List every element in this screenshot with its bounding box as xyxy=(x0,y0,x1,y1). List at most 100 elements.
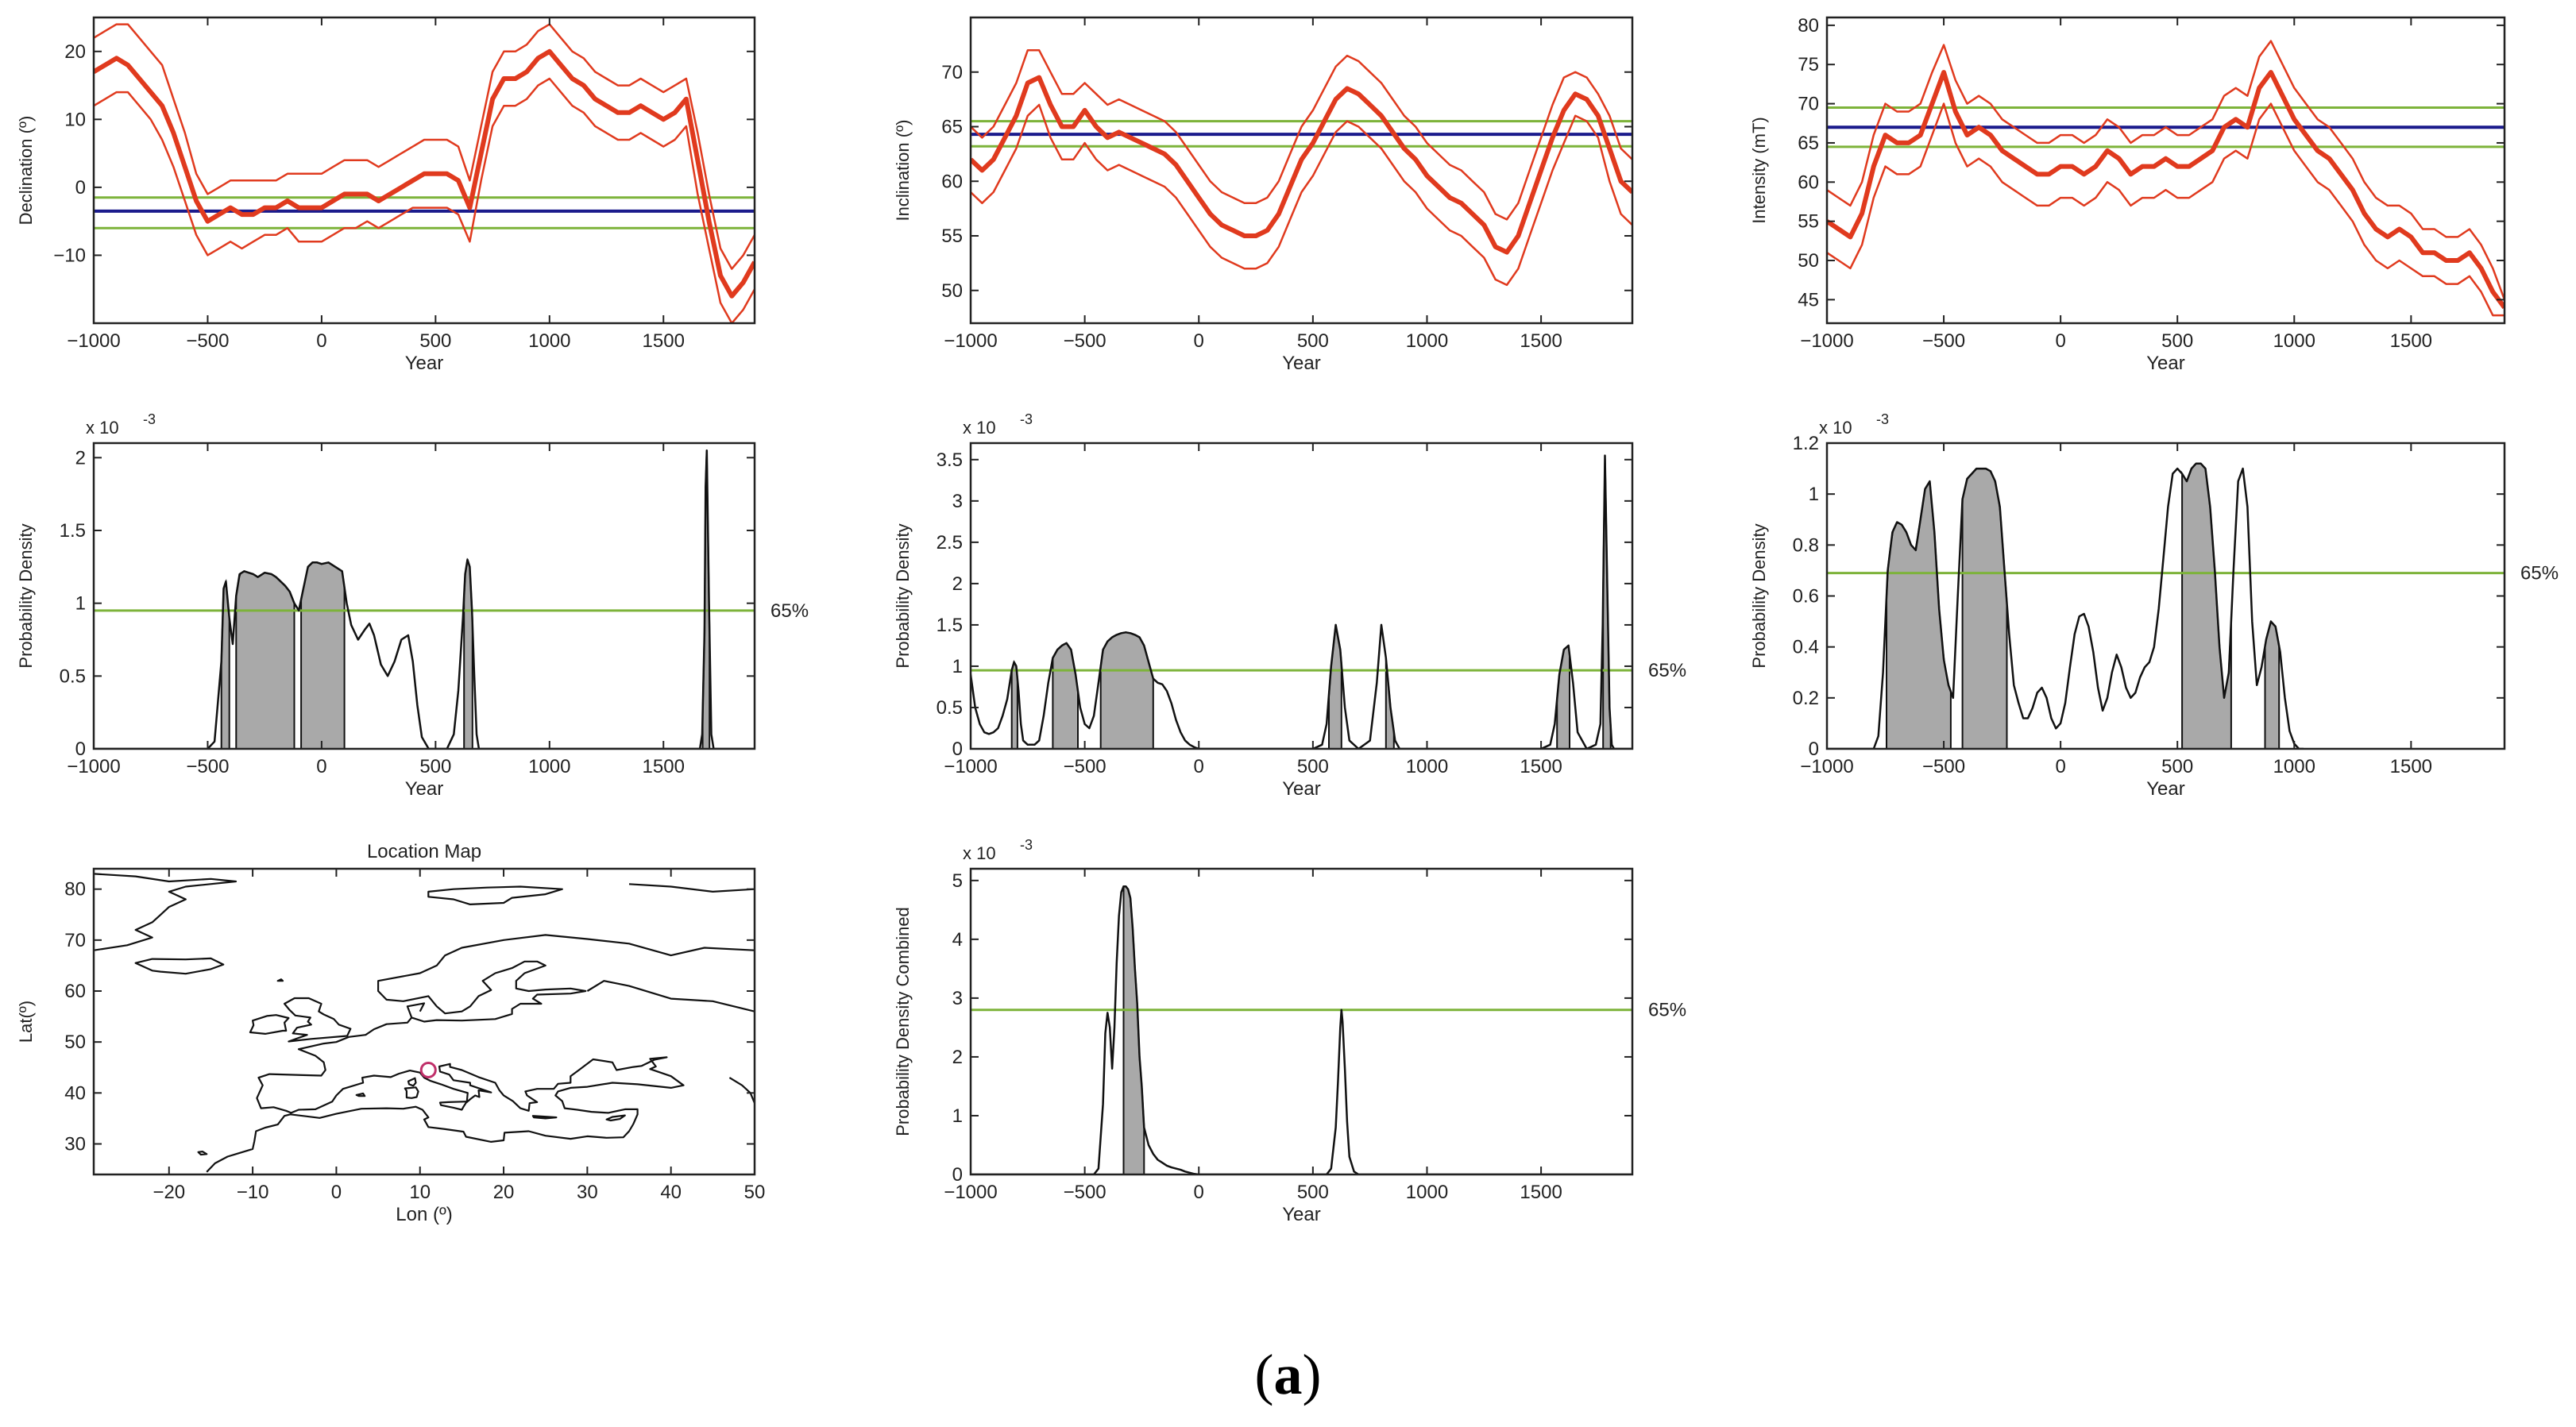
declination-xtick-label: 1500 xyxy=(643,330,685,352)
inclination-xtick-label: 500 xyxy=(1297,330,1329,352)
pdf-inclination-ytick-label: 0 xyxy=(952,739,963,760)
pdf-combined-density-curve xyxy=(971,885,1632,1174)
pdf-combined-xlabel: Year xyxy=(1282,1204,1321,1225)
caption-open: ( xyxy=(1254,1343,1274,1406)
pdf-declination-ytick-label: 0.5 xyxy=(60,665,86,687)
pdf-inclination-level-label: 65% xyxy=(1648,660,1686,681)
pdf-inclination-density-curve xyxy=(971,454,1632,749)
pdf-inclination-ytick-label: 1 xyxy=(952,656,963,677)
pdf-combined-ytick-label: 3 xyxy=(952,988,963,1009)
pdf-intensity-plot-area xyxy=(1827,462,2505,749)
pdf-inclination-xtick-label: 1500 xyxy=(1520,756,1562,777)
map-ytick-label: 50 xyxy=(64,1032,86,1053)
pdf-intensity-xtick-label: 500 xyxy=(2161,756,2193,777)
pdf-inclination-ytick-label: 2.5 xyxy=(937,532,963,553)
pdf-combined-xtick-label: 1500 xyxy=(1520,1182,1562,1203)
pdf-combined-ytick-label: 4 xyxy=(952,929,963,951)
declination-upper-bound xyxy=(94,23,755,270)
pdf-intensity-xlabel: Year xyxy=(2146,778,2185,800)
site-marker xyxy=(419,1061,437,1078)
declination-xtick-label: 1000 xyxy=(528,330,570,352)
pdf-declination-xtick-label: 500 xyxy=(419,756,451,777)
pdf-combined-ytick-label: 2 xyxy=(952,1047,963,1068)
pdf-intensity-ytick-label: 1.2 xyxy=(1793,433,1819,454)
map-novaya-zemlya xyxy=(628,883,755,893)
map-coastlines xyxy=(94,873,755,1173)
map-frame xyxy=(92,867,756,1176)
pdf-inclination-xlabel: Year xyxy=(1282,778,1321,800)
intensity-ylabel: Intensity (mT) xyxy=(1749,117,1769,223)
pdf-inclination-scale-exponent: -3 xyxy=(1020,411,1033,427)
inclination-ytick-label: 70 xyxy=(941,62,963,83)
caption-letter: a xyxy=(1273,1343,1303,1406)
map-europe-north-coast xyxy=(206,1016,685,1173)
declination-ytick-label: 0 xyxy=(75,177,86,199)
declination-mean-curve xyxy=(94,48,755,299)
map-baltic-belarus xyxy=(586,980,755,1012)
inclination-ytick-label: 50 xyxy=(941,280,963,302)
intensity-xtick-label: −500 xyxy=(1922,330,1965,352)
pdf-intensity-ylabel: Probability Density xyxy=(1749,523,1769,668)
pdf-declination-panel: −1000 −500 0 500 1000 1500 0 0.5 1 1.5 2 Year Probab… xyxy=(16,411,809,800)
inclination-ytick-label: 65 xyxy=(941,117,963,138)
pdf-inclination-shaded-region xyxy=(1052,642,1079,749)
pdf-combined-xtick-label: 1000 xyxy=(1406,1182,1448,1203)
map-ireland xyxy=(249,1014,290,1035)
inclination-xtick-label: −1000 xyxy=(944,330,997,352)
pdf-inclination-xtick-label: 0 xyxy=(1194,756,1204,777)
map-faroe xyxy=(276,978,284,982)
map-title: Location Map xyxy=(367,841,481,862)
pdf-inclination-xtick-label: 1000 xyxy=(1406,756,1448,777)
pdf-inclination-ytick-label: 3 xyxy=(952,491,963,512)
map-ytick-label: 70 xyxy=(64,930,86,951)
map-ytick-label: 30 xyxy=(64,1134,86,1155)
map-xtick-label: 0 xyxy=(331,1182,342,1203)
intensity-xlabel: Year xyxy=(2146,353,2185,374)
pdf-declination-ytick-label: 1.5 xyxy=(60,520,86,542)
inclination-ylabel: Inclination (º) xyxy=(893,120,913,222)
map-greenland-coast xyxy=(94,873,238,951)
map-xtick-label: 10 xyxy=(409,1182,431,1203)
map-xtick-label: 40 xyxy=(660,1182,682,1203)
pdf-intensity-density-curve xyxy=(1827,462,2304,749)
intensity-xtick-label: 0 xyxy=(2055,330,2065,352)
pdf-intensity-ytick-label: 1 xyxy=(1809,484,1819,505)
caption-close: ) xyxy=(1302,1343,1322,1406)
pdf-declination-shaded-region xyxy=(300,561,346,749)
inclination-upper-bound xyxy=(971,49,1632,221)
map-ytick-label: 40 xyxy=(64,1082,86,1104)
pdf-intensity-panel: −1000 −500 0 500 1000 1500 0 0.2 0.4 0.6 0.8 1 1.2 Ye… xyxy=(1749,411,2559,800)
pdf-declination-density-curve xyxy=(94,449,755,749)
pdf-intensity-ytick-label: 0 xyxy=(1809,739,1819,760)
pdf-declination-plot-area xyxy=(94,449,755,749)
inclination-plot-area xyxy=(971,49,1632,287)
pdf-intensity-scale-exponent: -3 xyxy=(1876,411,1889,427)
pdf-declination-frame xyxy=(92,442,756,750)
pdf-declination-shaded-region xyxy=(235,570,295,749)
pdf-combined-panel: −1000 −500 0 500 1000 1500 0 1 2 3 4 5 Year Probabili… xyxy=(893,837,1686,1225)
pdf-declination-xlabel: Year xyxy=(405,778,444,800)
inclination-panel: −1000 −500 0 500 1000 1500 50 55 60 65 70 Year Incli… xyxy=(893,16,1634,374)
pdf-intensity-shaded-region xyxy=(2181,462,2232,749)
pdf-intensity-ytick-label: 0.4 xyxy=(1793,637,1819,658)
pdf-combined-ytick-label: 1 xyxy=(952,1105,963,1127)
intensity-lower-bound xyxy=(1827,102,2505,317)
pdf-intensity-ytick-label: 0.8 xyxy=(1793,534,1819,556)
intensity-ytick-label: 65 xyxy=(1798,133,1819,154)
map-xtick-label: −10 xyxy=(237,1182,269,1203)
pdf-declination-ytick-label: 1 xyxy=(75,593,86,615)
pdf-inclination-frame xyxy=(969,442,1634,750)
intensity-upper-bound xyxy=(1827,40,2505,300)
map-balearic xyxy=(355,1092,366,1097)
declination-xtick-label: 0 xyxy=(316,330,326,352)
inclination-xtick-label: −500 xyxy=(1064,330,1106,352)
pdf-inclination-ytick-label: 3.5 xyxy=(937,449,963,471)
pdf-intensity-xtick-label: −500 xyxy=(1922,756,1965,777)
map-cyprus xyxy=(605,1114,626,1122)
pdf-combined-ylabel: Probability Density Combined xyxy=(893,907,913,1136)
pdf-inclination-ytick-label: 1.5 xyxy=(937,615,963,636)
intensity-ytick-label: 70 xyxy=(1798,94,1819,115)
map-caspian-west xyxy=(728,1077,755,1104)
declination-xtick-label: 500 xyxy=(419,330,451,352)
pdf-intensity-xtick-label: −1000 xyxy=(1800,756,1853,777)
